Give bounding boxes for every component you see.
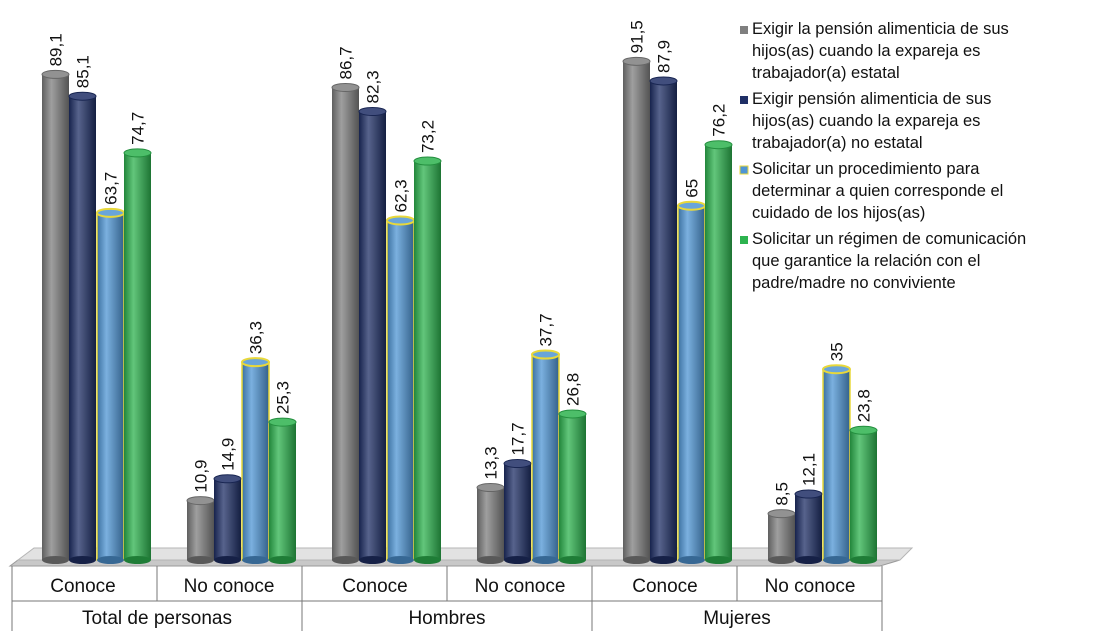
- data-label: 74,7: [129, 112, 148, 145]
- data-label: 36,3: [247, 321, 266, 354]
- legend-item: Exigir la pensión alimenticia de sus hijo…: [740, 20, 1009, 82]
- legend-label: Solicitar un régimen de comunicación que …: [752, 230, 1026, 292]
- data-label: 91,5: [628, 20, 647, 53]
- group-label: Hombres: [408, 608, 485, 629]
- data-label: 86,7: [337, 46, 356, 79]
- group-label: Total de personas: [82, 608, 232, 629]
- bar: [123, 148, 152, 564]
- bar: [622, 56, 651, 564]
- bar: [794, 489, 823, 564]
- bar: [358, 106, 387, 564]
- bar: [268, 417, 297, 564]
- data-label: 63,7: [102, 172, 121, 205]
- bar: [213, 474, 242, 564]
- legend-swatch: [740, 236, 748, 244]
- legend-swatch: [740, 26, 748, 34]
- data-label: 35: [828, 342, 847, 361]
- bar: [704, 140, 733, 564]
- bar: [849, 425, 878, 564]
- bar: [503, 459, 532, 564]
- data-label: 82,3: [364, 70, 383, 103]
- bar: [186, 496, 215, 564]
- data-label: 62,3: [392, 179, 411, 212]
- legend-label: Exigir la pensión alimenticia de sus hijo…: [752, 20, 1009, 82]
- bar: [677, 200, 706, 564]
- bar: [531, 349, 560, 564]
- bar: [558, 409, 587, 564]
- category-label: Conoce: [50, 576, 116, 597]
- bar: [386, 215, 415, 564]
- bar: [822, 364, 851, 564]
- category-label: No conoce: [184, 576, 275, 597]
- data-label: 25,3: [274, 381, 293, 414]
- category-label: No conoce: [475, 576, 566, 597]
- data-label: 87,9: [655, 40, 674, 73]
- legend-swatch: [739, 165, 749, 175]
- data-label: 73,2: [419, 120, 438, 153]
- data-label: 89,1: [47, 33, 66, 66]
- bar: [476, 483, 505, 564]
- bar: [41, 69, 70, 564]
- legend-label: Solicitar un procedimiento para determina…: [752, 160, 1003, 222]
- bar: [413, 156, 442, 564]
- legend-label: Exigir pensión alimenticia de sus hijos(a…: [752, 90, 991, 152]
- bar: [68, 91, 97, 564]
- category-label: No conoce: [765, 576, 856, 597]
- data-label: 76,2: [710, 104, 729, 137]
- data-label: 13,3: [482, 446, 501, 479]
- data-label: 37,7: [537, 313, 556, 346]
- data-label: 14,9: [219, 438, 238, 471]
- data-label: 85,1: [74, 55, 93, 88]
- data-label: 26,8: [564, 373, 583, 406]
- data-label: 8,5: [773, 482, 792, 506]
- data-label: 65: [683, 179, 702, 198]
- bar: [767, 509, 796, 564]
- category-label: Conoce: [632, 576, 698, 597]
- category-label: Conoce: [342, 576, 408, 597]
- bar: [241, 357, 270, 564]
- legend-item: Solicitar un régimen de comunicación que …: [740, 230, 1026, 292]
- bar: [96, 207, 125, 564]
- legend-item: Exigir pensión alimenticia de sus hijos(a…: [740, 90, 991, 152]
- data-label: 12,1: [800, 453, 819, 486]
- data-label: 10,9: [192, 460, 211, 493]
- bar: [649, 76, 678, 564]
- group-label: Mujeres: [703, 608, 771, 629]
- data-label: 17,7: [509, 422, 528, 455]
- legend-swatch: [740, 96, 748, 104]
- bar: [331, 82, 360, 564]
- legend-item: Solicitar un procedimiento para determina…: [739, 160, 1003, 222]
- data-label: 23,8: [855, 389, 874, 422]
